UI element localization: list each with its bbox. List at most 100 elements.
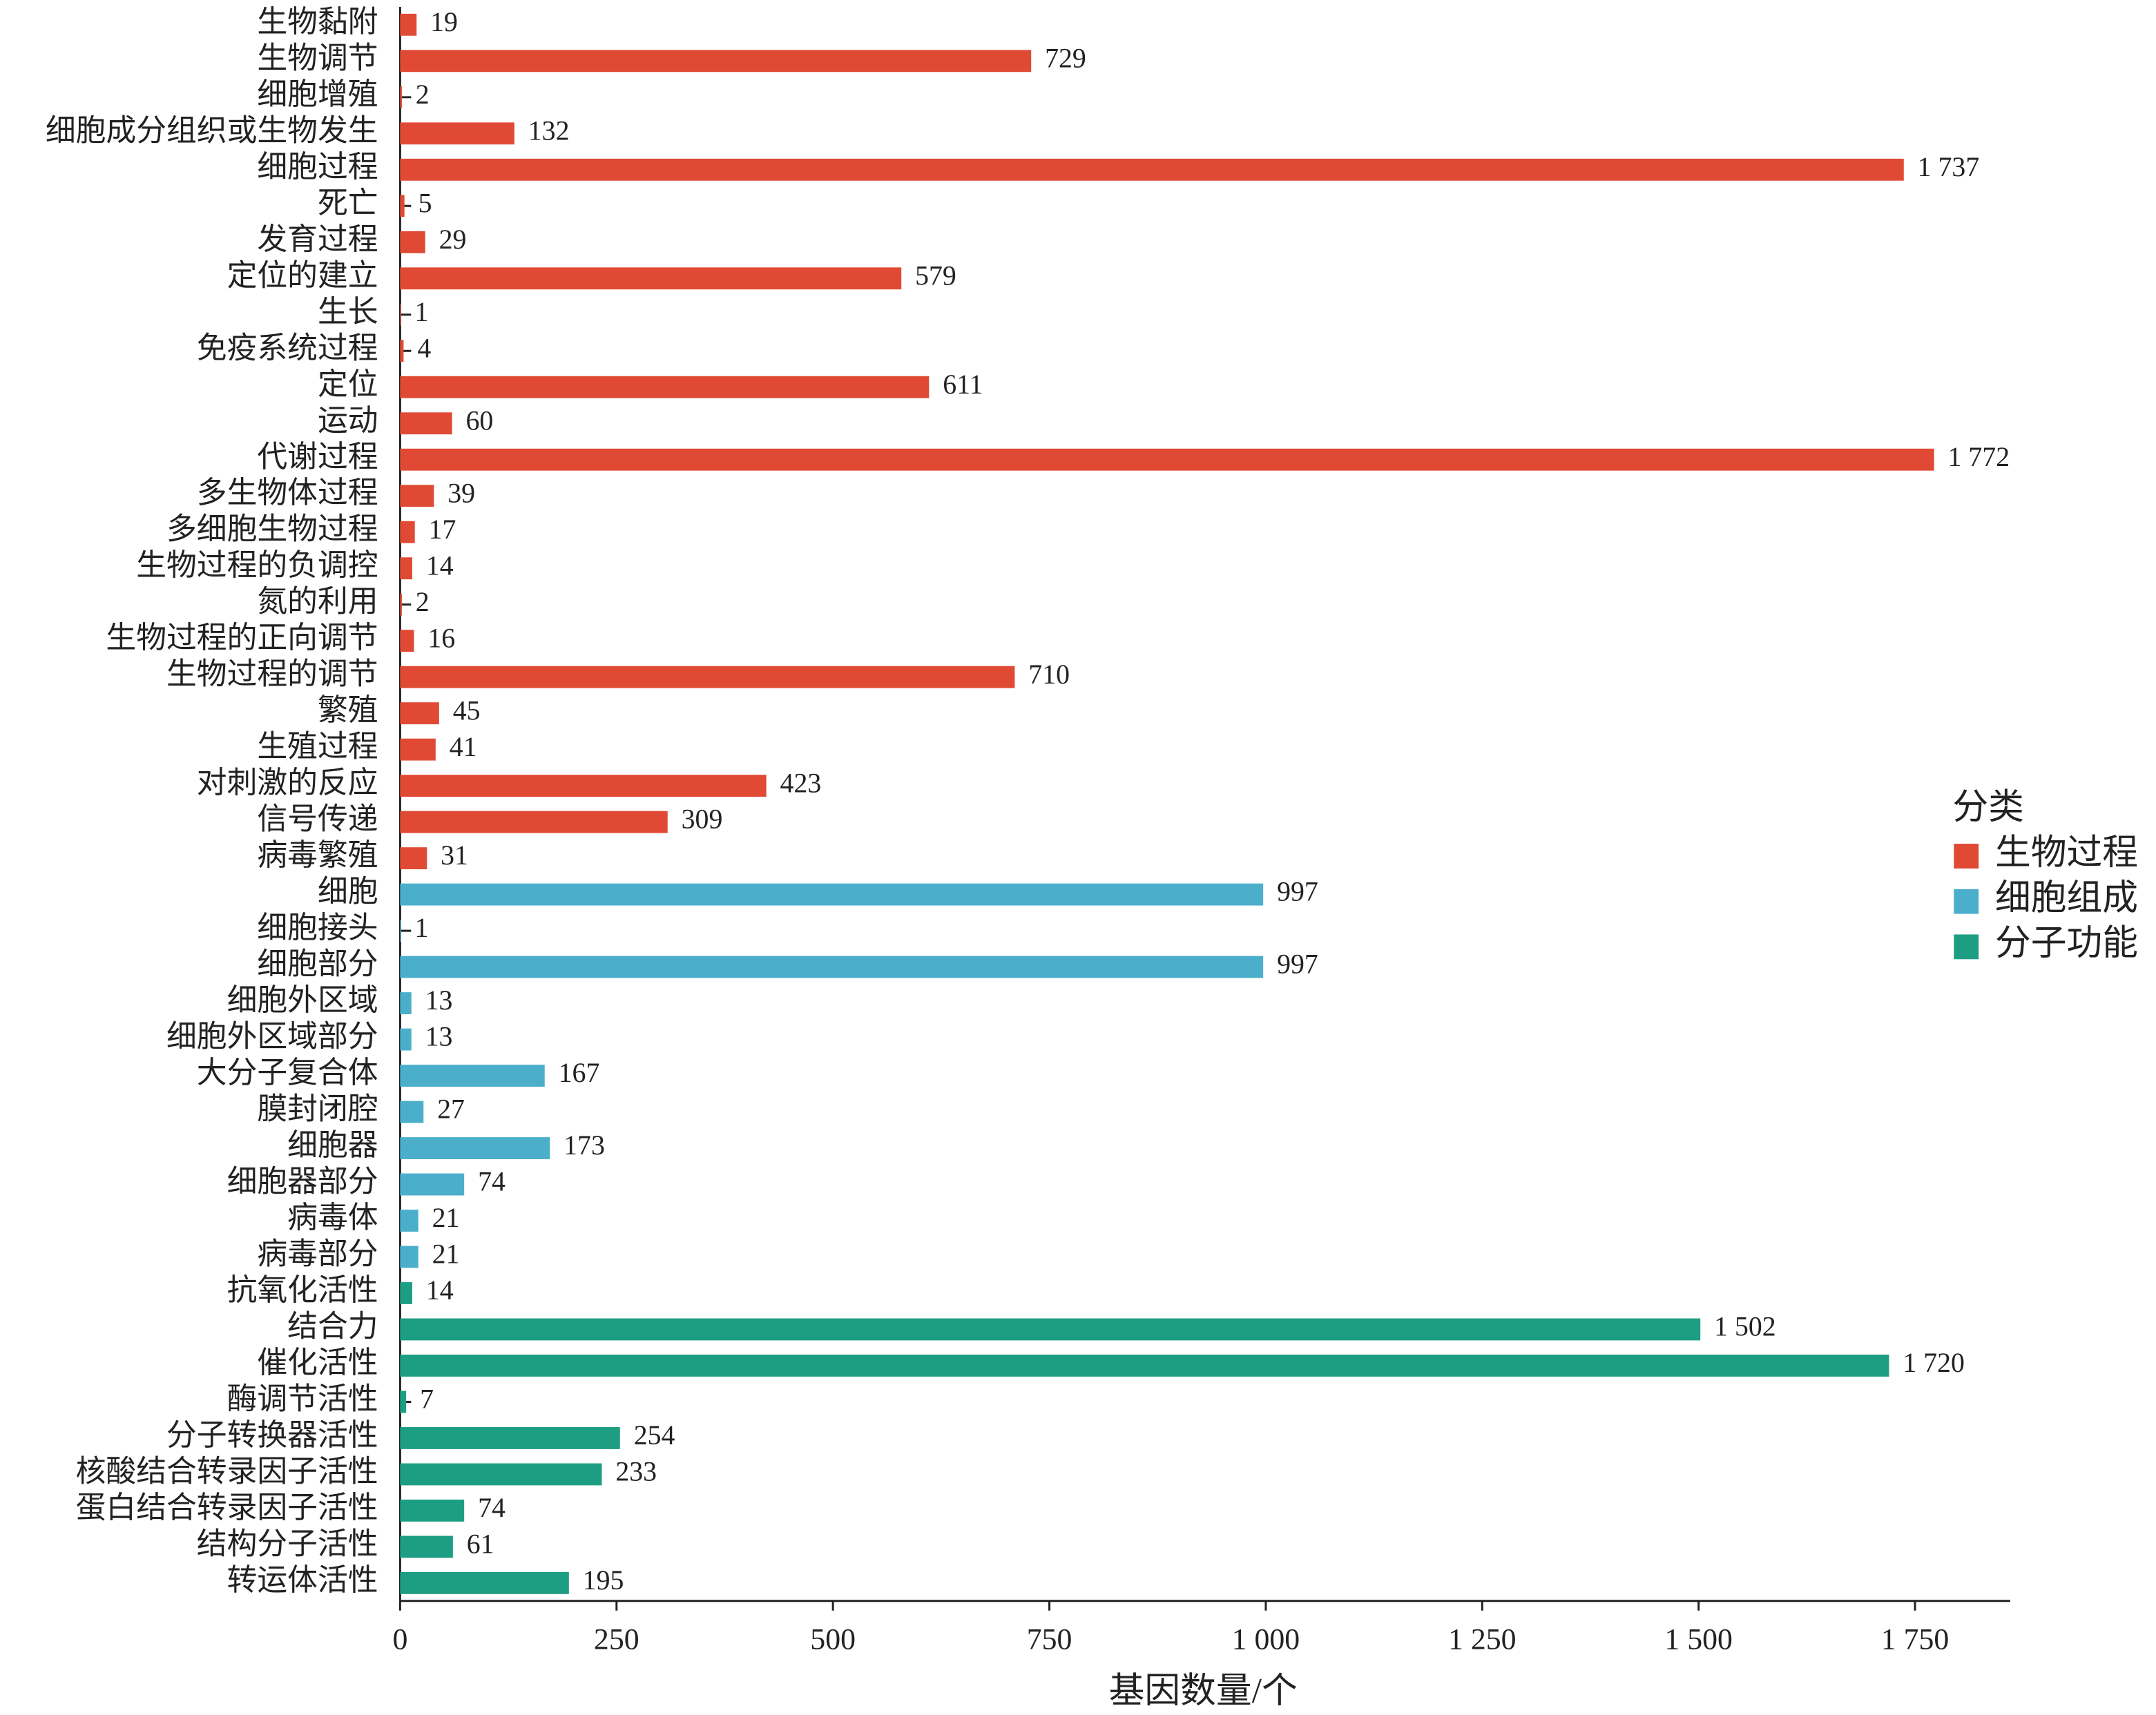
value-label: 2 [416,79,430,110]
y-tick-label: 细胞增殖 [257,78,378,111]
y-tick-label: 病毒部分 [257,1238,378,1271]
value-label: 21 [432,1239,460,1270]
value-label: 74 [478,1167,506,1197]
bar [400,158,1904,181]
legend-label: 生物过程 [1995,833,2138,873]
x-tick-label: 500 [810,1623,856,1656]
y-tick-label: 对刺激的反应 [197,766,378,800]
bar [400,1246,418,1268]
bar [400,1210,418,1232]
y-tick-label: 繁殖 [318,694,378,727]
y-tick-label: 生物调节 [257,41,378,75]
y-tick-label: 细胞部分 [257,948,378,981]
bar [400,1572,569,1594]
y-tick-label: 生物过程的负调控 [136,549,378,582]
value-label: 45 [453,695,481,726]
bar [400,521,415,543]
x-tick-label: 0 [392,1623,407,1656]
y-tick-label: 死亡 [318,186,378,220]
value-label: 167 [559,1058,600,1088]
bar [400,811,668,833]
value-label: 1 [415,913,429,943]
value-label: 31 [441,840,468,871]
bar [400,1028,412,1051]
value-label: 710 [1028,659,1070,690]
value-label: 41 [450,732,477,762]
bar [400,1065,545,1087]
y-tick-label: 生殖过程 [257,730,378,764]
bar [400,920,401,942]
bar [400,1137,550,1159]
bar [400,303,401,326]
value-label: 729 [1045,43,1086,73]
bar [400,702,439,725]
y-tick-label: 核酸结合转录因子活性 [76,1455,378,1489]
value-label: 579 [915,260,956,291]
x-tick-label: 750 [1027,1623,1072,1656]
bar [400,448,1934,471]
bar [400,847,427,870]
value-label: 309 [682,804,723,835]
y-tick-label: 大分子复合体 [197,1056,378,1089]
value-label: 423 [780,768,822,798]
x-tick-label: 250 [594,1623,639,1656]
value-label: 39 [447,478,475,508]
y-tick-label: 多生物体过程 [197,476,378,510]
bar [400,13,417,36]
value-label: 1 720 [1903,1348,1965,1378]
y-tick-label: 信号传递 [257,803,378,836]
value-label: 4 [417,333,431,363]
x-tick-label: 1 250 [1448,1623,1517,1656]
value-label: 1 [415,297,429,327]
value-label: 7 [420,1384,434,1415]
bar [400,1318,1701,1341]
bar [400,1282,412,1304]
bar [400,992,412,1014]
value-label: 17 [429,514,456,545]
value-label: 13 [425,985,453,1016]
legend-label: 分子功能 [1995,924,2138,963]
value-label: 21 [432,1203,460,1233]
x-tick-label: 1 000 [1232,1623,1300,1656]
value-label: 19 [430,7,458,37]
legend-label: 细胞组成 [1995,879,2138,918]
value-label: 13 [425,1022,453,1052]
value-label: 14 [426,550,454,581]
value-label: 233 [615,1457,657,1487]
y-tick-label: 多细胞生物过程 [166,513,378,546]
x-tick-label: 1 750 [1881,1623,1950,1656]
y-tick-label: 细胞过程 [257,151,378,184]
value-label: 173 [564,1130,605,1161]
value-label: 1 772 [1948,442,2010,472]
y-tick-label: 细胞 [318,875,378,909]
value-label: 5 [418,188,432,218]
y-tick-label: 代谢过程 [257,440,378,474]
x-tick-label: 1 500 [1664,1623,1733,1656]
y-tick-label: 酶调节活性 [227,1383,378,1416]
value-label: 16 [427,623,455,653]
y-tick-label: 氮的利用 [257,585,378,619]
y-tick-label: 细胞器 [287,1129,378,1162]
bar [400,1427,620,1449]
bar [400,1355,1889,1377]
value-label: 61 [467,1529,494,1560]
legend-swatch [1954,934,1979,960]
value-label: 60 [466,405,494,436]
bar [400,376,930,398]
value-label: 27 [437,1094,465,1125]
y-tick-label: 分子转换器活性 [166,1419,378,1452]
bar [400,340,404,362]
bar [400,775,767,797]
y-tick-label: 蛋白结合转录因子活性 [76,1491,378,1524]
y-tick-label: 细胞器部分 [227,1165,378,1199]
y-tick-label: 免疫系统过程 [197,331,378,365]
bar [400,1173,465,1196]
bar [400,1535,453,1558]
bar [400,1391,407,1413]
bar [400,485,434,507]
value-label: 74 [478,1493,506,1523]
y-tick-label: 转运体活性 [227,1564,378,1597]
y-tick-label: 抗氧化活性 [227,1273,378,1307]
value-label: 997 [1277,877,1318,907]
